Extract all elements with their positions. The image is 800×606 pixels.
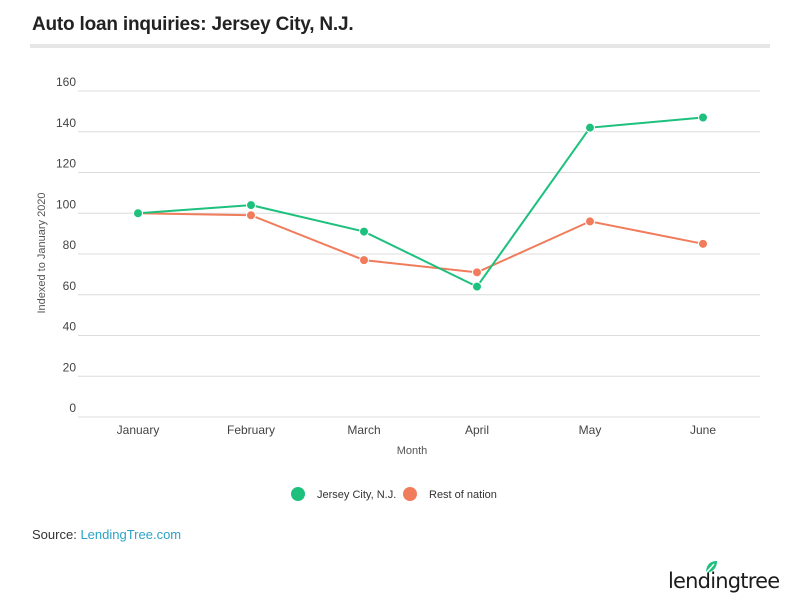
point-rest-of-nation-march bbox=[359, 255, 369, 266]
y-tick-80: 80 bbox=[63, 238, 77, 252]
y-tick-0: 0 bbox=[69, 401, 76, 415]
x-tick-labels: January February March April May June bbox=[117, 423, 717, 437]
x-tick-march: March bbox=[347, 423, 380, 437]
y-tick-160: 160 bbox=[56, 75, 76, 89]
title-divider bbox=[30, 44, 770, 48]
x-tick-april: April bbox=[465, 423, 489, 437]
legend: Jersey City, N.J. Rest of nation bbox=[291, 487, 497, 501]
series-line-rest-of-nation bbox=[137, 212, 704, 274]
lendingtree-logo: lendingtree bbox=[668, 560, 780, 600]
legend-label-rest-of-nation: Rest of nation bbox=[429, 489, 497, 501]
x-tick-may: May bbox=[579, 423, 602, 437]
x-tick-february: February bbox=[227, 423, 275, 437]
point-rest-of-nation-february bbox=[246, 210, 256, 221]
leaf-icon bbox=[705, 561, 717, 574]
y-tick-labels: 0 20 40 60 80 100 120 140 160 bbox=[56, 75, 76, 415]
point-jersey-city-may bbox=[585, 122, 595, 133]
y-tick-100: 100 bbox=[56, 197, 76, 211]
line-chart: 0 20 40 60 80 100 120 140 160 January February Mar… bbox=[36, 75, 760, 501]
logo-wordmark: lendingtree bbox=[668, 569, 780, 593]
source-link[interactable]: LendingTree.com bbox=[80, 527, 182, 542]
legend-label-jersey-city: Jersey City, N.J. bbox=[317, 489, 396, 501]
series-line-jersey-city bbox=[137, 116, 704, 288]
point-jersey-city-march bbox=[359, 226, 369, 237]
legend-marker-rest-of-nation bbox=[403, 487, 417, 501]
series-group bbox=[133, 112, 708, 292]
x-tick-june: June bbox=[690, 423, 716, 437]
source-note: Source: LendingTree.com bbox=[32, 527, 181, 542]
x-axis-label: Month bbox=[397, 445, 428, 457]
y-tick-40: 40 bbox=[63, 320, 77, 334]
point-jersey-city-june bbox=[698, 112, 708, 123]
point-jersey-city-january bbox=[133, 208, 143, 219]
y-tick-120: 120 bbox=[56, 157, 76, 171]
y-tick-140: 140 bbox=[56, 116, 76, 130]
point-rest-of-nation-may bbox=[585, 216, 595, 227]
point-rest-of-nation-june bbox=[698, 238, 708, 249]
grid-lines bbox=[78, 90, 760, 418]
point-rest-of-nation-april bbox=[472, 267, 482, 278]
y-tick-60: 60 bbox=[63, 279, 77, 293]
chart-title: Auto loan inquiries: Jersey City, N.J. bbox=[32, 14, 354, 35]
y-axis-label: Indexed to January 2020 bbox=[36, 192, 48, 313]
source-label: Source: bbox=[32, 527, 77, 542]
point-jersey-city-april bbox=[472, 281, 482, 292]
point-jersey-city-february bbox=[246, 200, 256, 211]
y-tick-20: 20 bbox=[63, 360, 77, 374]
x-tick-january: January bbox=[117, 423, 160, 437]
legend-marker-jersey-city bbox=[291, 487, 305, 501]
